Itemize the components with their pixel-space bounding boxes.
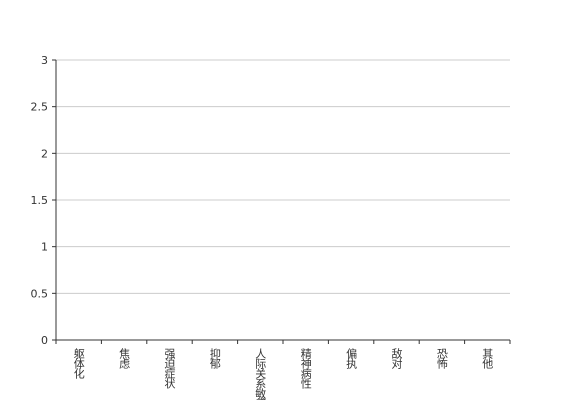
y-tick-label: 0.5	[31, 287, 49, 300]
y-tick-label: 3	[41, 54, 48, 67]
x-tick-label: 恐怖	[435, 348, 448, 369]
y-tick-label: 0	[41, 334, 48, 347]
x-tick-label: 抑郁	[208, 347, 221, 369]
x-tick-label: 精神病性	[299, 348, 312, 390]
x-tick-label: 焦虑	[118, 348, 131, 369]
x-tick-label: 强迫症状	[163, 348, 176, 389]
x-tick-label: 其他	[481, 348, 494, 369]
x-tick-label: 偏执	[345, 347, 358, 370]
y-tick-label: 2	[41, 147, 48, 160]
y-tick-label: 1.5	[31, 194, 49, 207]
x-tick-label: 人际关系敏感	[254, 348, 267, 400]
y-tick-label: 1	[41, 241, 48, 254]
y-tick-label: 2.5	[31, 101, 49, 114]
x-tick-label: 敌对	[390, 347, 403, 369]
x-tick-label: 躯体化	[72, 348, 85, 380]
